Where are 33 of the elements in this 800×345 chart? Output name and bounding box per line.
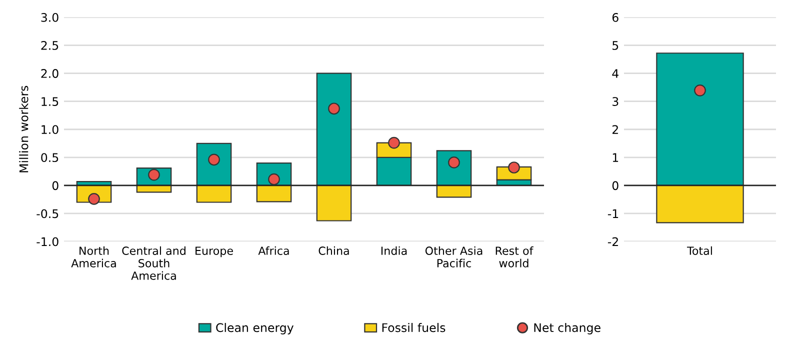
y-tick-label: 1.0 [42, 125, 58, 134]
x-tick-label: Other Asia Pacific [425, 246, 482, 268]
y-tick-label: 0 [612, 181, 618, 190]
y-tick-label: 3.0 [41, 12, 58, 22]
point [328, 102, 340, 115]
y-tick-label: 1 [612, 153, 618, 162]
y-tick-label: 2 [612, 125, 618, 134]
y-tick-label: 0 [52, 181, 58, 190]
y-tick-label: -0.5 [36, 209, 58, 218]
y-tick-label: 4 [612, 69, 618, 78]
y-tick-label: 0.5 [41, 153, 58, 162]
y-tick-label: -1.0 [36, 237, 58, 246]
legend-label: Net change [534, 322, 600, 334]
y-tick-label: 3 [612, 97, 618, 106]
y-tick-label: 2.0 [41, 69, 58, 78]
legend-label: Fossil fuels [382, 322, 446, 332]
x-tick-label: Europe [196, 246, 233, 258]
x-tick-label: China [318, 246, 349, 255]
y-tick-label: -1 [608, 209, 618, 218]
x-tick-label: North America [71, 246, 116, 268]
x-tick-label: India [381, 246, 407, 255]
y-tick-label: 2.5 [41, 41, 58, 50]
y-tick-label: 1.5 [42, 97, 58, 106]
x-tick-label: Rest of world [496, 246, 534, 268]
point [388, 136, 400, 149]
y-tick-label: 5 [612, 41, 618, 50]
legend-label: Clean energy [216, 322, 294, 334]
x-tick-label: Total [686, 246, 712, 255]
x-tick-label: Africa [258, 246, 289, 255]
x-tick-label: Central and South America [122, 246, 186, 280]
y-axis-title: Million workers [19, 86, 28, 172]
y-tick-label: 6 [612, 12, 618, 22]
y-tick-label: -2 [608, 237, 618, 246]
